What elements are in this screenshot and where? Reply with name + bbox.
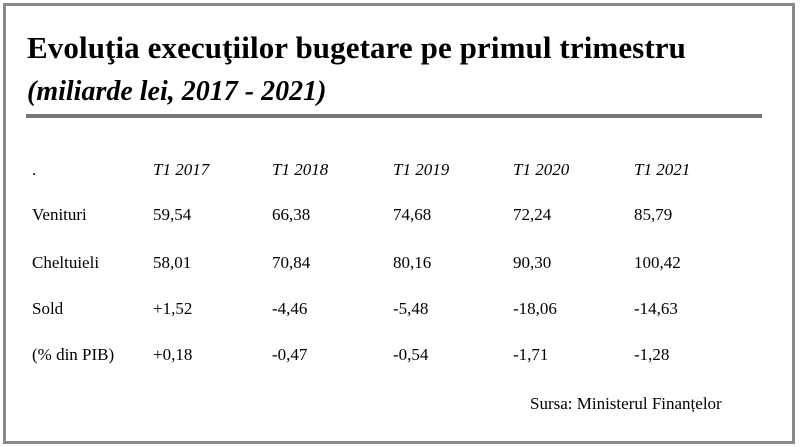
table-cell: +0,18 bbox=[153, 345, 193, 364]
table-cell: 90,30 bbox=[513, 253, 552, 272]
title-divider bbox=[26, 114, 762, 118]
row-label: Cheltuieli bbox=[32, 253, 100, 272]
table-cell: -18,06 bbox=[513, 299, 557, 318]
table-cell: -14,63 bbox=[634, 299, 678, 318]
table-cell: 85,79 bbox=[634, 205, 673, 224]
table-cell: -0,54 bbox=[393, 345, 429, 364]
table-title: Evoluţia execuţiilor bugetare pe primul … bbox=[27, 30, 686, 65]
table-cell: 72,24 bbox=[513, 205, 552, 224]
row-label: (% din PIB) bbox=[32, 345, 115, 364]
column-header: T1 2020 bbox=[513, 160, 570, 179]
table-cell: -0,47 bbox=[272, 345, 308, 364]
table-subtitle: (miliarde lei, 2017 - 2021) bbox=[27, 76, 327, 107]
source-note: Sursa: Ministerul Finanțelor bbox=[530, 394, 722, 413]
column-header: T1 2021 bbox=[634, 160, 691, 179]
table-cell: -4,46 bbox=[272, 299, 308, 318]
table-cell: -1,28 bbox=[634, 345, 670, 364]
column-header: T1 2018 bbox=[272, 160, 329, 179]
table-cell: 70,84 bbox=[272, 253, 311, 272]
table-cell: 100,42 bbox=[634, 253, 681, 272]
table-cell: -5,48 bbox=[393, 299, 429, 318]
corner-label: . bbox=[32, 160, 37, 179]
row-label: Sold bbox=[32, 299, 64, 318]
row-label: Venituri bbox=[32, 205, 87, 224]
column-header: T1 2019 bbox=[393, 160, 450, 179]
table-cell: +1,52 bbox=[153, 299, 193, 318]
column-header: T1 2017 bbox=[153, 160, 210, 179]
table-cell: 59,54 bbox=[153, 205, 192, 224]
table-cell: 80,16 bbox=[393, 253, 432, 272]
table-cell: -1,71 bbox=[513, 345, 549, 364]
table-frame bbox=[3, 3, 795, 444]
table-cell: 74,68 bbox=[393, 205, 432, 224]
table-cell: 58,01 bbox=[153, 253, 192, 272]
table-cell: 66,38 bbox=[272, 205, 311, 224]
